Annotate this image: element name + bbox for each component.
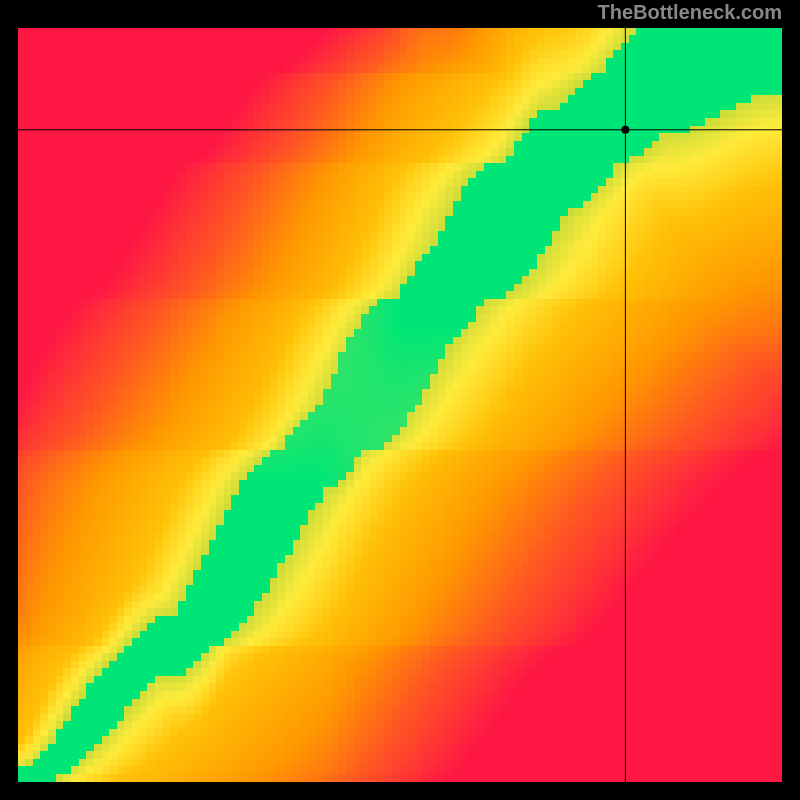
watermark-text: TheBottleneck.com — [598, 2, 782, 25]
chart-container: TheBottleneck.com — [0, 0, 800, 800]
heatmap-canvas — [18, 28, 782, 782]
heatmap-plot — [18, 28, 782, 782]
